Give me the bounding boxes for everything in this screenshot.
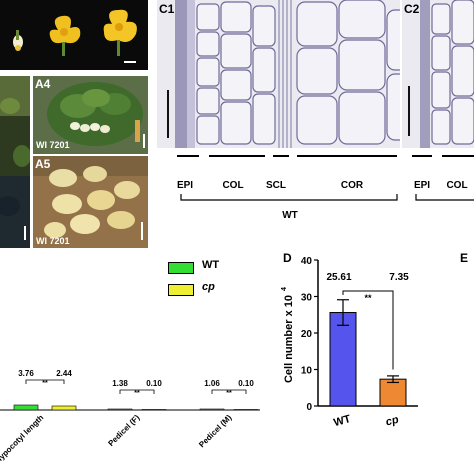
chart-d-ylabel-text: Cell number x 10 bbox=[283, 295, 295, 383]
chart-b-value-pedicelm-cp: 0.10 bbox=[238, 379, 254, 388]
chart-d-ytick-label: 40 bbox=[301, 256, 313, 267]
panel-c1-micrograph: C1 bbox=[157, 0, 400, 148]
c1-tissue-cor: COR bbox=[340, 180, 364, 191]
chart-d: Cell number x 10 4 0 10 20 30 40 WT cp 25.61 7.… bbox=[281, 256, 418, 429]
chart-d-ytick-label: 30 bbox=[301, 293, 313, 304]
chart-b-sig-hypocotyl: ** bbox=[42, 380, 48, 387]
chart-d-xtick-label: cp bbox=[384, 414, 400, 429]
c1-genotype-label: WT bbox=[282, 210, 298, 221]
c1-tissue-brackets bbox=[177, 155, 398, 201]
chart-b-sig-pedicelm: ** bbox=[226, 390, 232, 397]
chart-b-sig-pedicelf: ** bbox=[134, 390, 140, 397]
c2-tissue-epi: EPI bbox=[413, 180, 431, 191]
chart-d-ylabel: Cell number x 10 4 bbox=[281, 287, 295, 383]
c1-tissue-col: COL bbox=[222, 180, 244, 191]
chart-d-value-label: 25.61 bbox=[326, 272, 351, 283]
chart-d-ytick-label: 20 bbox=[301, 329, 313, 340]
c1-tissue-epi: EPI bbox=[176, 180, 194, 191]
chart-b-value-pedicelf-wt: 1.38 bbox=[112, 379, 128, 388]
legend-label-wt: WT bbox=[202, 259, 220, 271]
chart-b-bar-pedicelm-wt bbox=[199, 408, 225, 411]
chart-b-bar-pedicelf-wt bbox=[107, 408, 133, 411]
chart-d-significance: ** bbox=[364, 293, 372, 303]
chart-b-bar-hypocotyl-cp bbox=[51, 405, 77, 411]
panel-c2-micrograph: C2 bbox=[402, 0, 474, 148]
legend-swatch-wt bbox=[168, 262, 194, 274]
chart-b-value-hypocotyl-wt: 3.76 bbox=[18, 369, 34, 378]
panel-a4-letter: A4 bbox=[35, 77, 51, 91]
chart-b-value-pedicelm-wt: 1.06 bbox=[204, 379, 220, 388]
c1-tissue-scl: SCL bbox=[266, 180, 286, 191]
panel-e-letter: E bbox=[460, 251, 469, 265]
legend-label-cp: cp bbox=[202, 281, 215, 293]
c2-tissue-col: COL bbox=[446, 180, 468, 191]
panel-d-letter: D bbox=[283, 251, 292, 265]
chart-d-significance-bracket bbox=[342, 290, 394, 370]
plant-field-photo bbox=[0, 76, 30, 248]
flower-illustration bbox=[13, 9, 137, 63]
panel-a5-photo: A5 WI 7201 bbox=[33, 156, 148, 248]
chart-d-xtick-label: WT bbox=[332, 413, 352, 429]
panel-a5-letter: A5 bbox=[35, 157, 51, 171]
chart-b-value-hypocotyl-cp: 2.44 bbox=[56, 369, 72, 378]
chart-d-ylabel-exponent: 4 bbox=[281, 287, 288, 291]
chart-d-ytick-label: 10 bbox=[301, 366, 313, 377]
panel-c2-letter: C2 bbox=[404, 2, 420, 16]
c1-tissue-section bbox=[157, 0, 400, 148]
chart-b-bar-pedicelm-cp bbox=[233, 409, 259, 411]
c2-tissue-brackets bbox=[412, 155, 474, 201]
panel-a4-variety: WI 7201 bbox=[36, 140, 70, 150]
chart-b-xlabel-pedicelf: Pedicel (F) bbox=[106, 413, 141, 448]
wt-bracket bbox=[180, 194, 398, 201]
chart-d-bar bbox=[329, 312, 357, 407]
chart-b-bar-pedicelf-cp bbox=[141, 409, 167, 411]
chart-d-value-label: 7.35 bbox=[389, 272, 409, 283]
chart-b-bar-hypocotyl-wt bbox=[13, 404, 39, 411]
chart-d-bar bbox=[379, 378, 407, 407]
chart-b: 3.76 ** 2.44 1.38 ** 0.10 1.06 ** 0.10 H… bbox=[0, 369, 260, 465]
chart-b-xlabel-pedicelm: Pedicel (M) bbox=[197, 413, 233, 449]
panel-a4-photo: A4 WI 7201 bbox=[33, 76, 148, 154]
chart-b-xlabel-hypocotyl: Hypocotyl length bbox=[0, 413, 45, 465]
panel-a5-variety: WI 7201 bbox=[36, 236, 70, 246]
panel-c1-letter: C1 bbox=[159, 2, 175, 16]
chart-d-ytick-label: 0 bbox=[306, 402, 312, 413]
legend-swatch-cp bbox=[168, 284, 194, 296]
flower-photo-strip bbox=[0, 0, 148, 70]
chart-b-value-pedicelf-cp: 0.10 bbox=[146, 379, 162, 388]
